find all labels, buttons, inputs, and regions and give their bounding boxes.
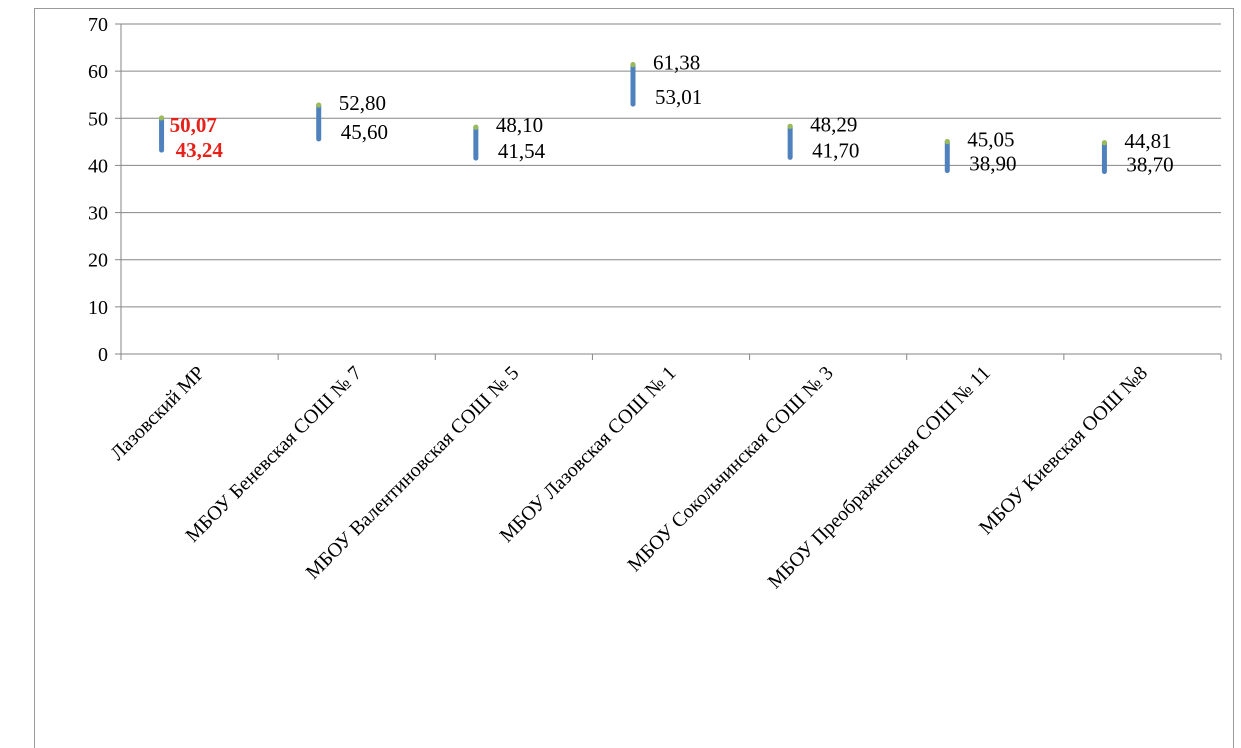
category-label: МБОУ Лазовская СОШ № 1 [496, 362, 681, 547]
axes [115, 23, 1222, 360]
y-tick-label: 60 [88, 61, 108, 83]
gridlines [121, 23, 1221, 308]
range-bars [158, 62, 1108, 175]
high-value-label: 48,10 [496, 113, 543, 137]
chart-frame [34, 8, 1234, 748]
category-label: МБОУ Беневская СОШ № 7 [181, 362, 366, 547]
low-value-label: 38,70 [1126, 153, 1173, 177]
low-value-label: 41,70 [812, 138, 859, 162]
low-value-label: 38,90 [969, 152, 1016, 176]
high-marker [158, 115, 165, 121]
low-value-label: 45,60 [341, 120, 388, 144]
low-value-label: 41,54 [498, 139, 546, 163]
high-marker [787, 123, 793, 129]
category-label: Лазовский МР [106, 362, 209, 465]
high-marker [316, 102, 322, 108]
low-value-label: 53,01 [655, 85, 702, 109]
high-value-label: 52,80 [339, 91, 386, 115]
y-tick-label: 40 [88, 155, 108, 177]
high-marker [473, 124, 479, 130]
high-value-label: 44,81 [1124, 129, 1171, 153]
high-value-label: 50,07 [170, 113, 217, 137]
high-marker [1101, 140, 1108, 146]
y-tick-label: 10 [88, 297, 108, 319]
high-value-label: 45,05 [967, 128, 1014, 152]
y-tick-label: 30 [88, 203, 108, 225]
high-marker [944, 139, 950, 145]
low-value-label: 43,24 [176, 138, 224, 162]
y-tick-label: 20 [88, 250, 108, 272]
high-value-label: 61,38 [653, 51, 700, 75]
y-tick-label: 0 [98, 344, 108, 366]
y-axis-tick-labels: 0 10 20 30 40 50 60 70 [88, 14, 108, 366]
y-tick-label: 70 [88, 14, 108, 36]
y-tick-label: 50 [88, 108, 108, 130]
high-marker [630, 62, 636, 68]
category-label: МБОУ Киевская ООШ №8 [975, 362, 1152, 539]
high-value-label: 48,29 [810, 112, 857, 136]
